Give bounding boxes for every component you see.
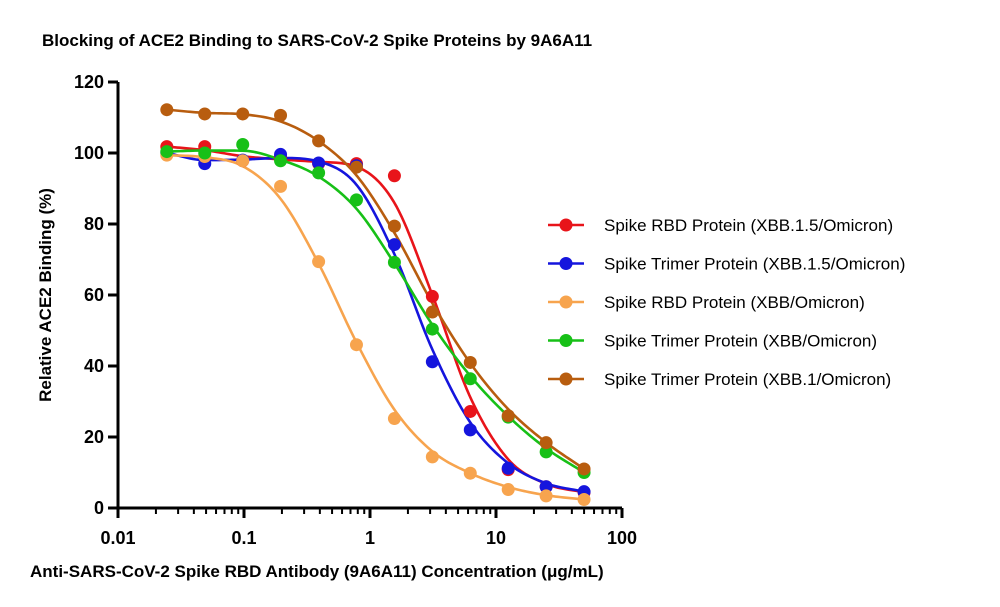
data-point (577, 462, 591, 476)
fit-curve (166, 149, 585, 474)
data-point (463, 423, 477, 437)
legend-swatch-marker (559, 257, 573, 270)
data-points (160, 103, 591, 506)
x-axis-label: Anti-SARS-CoV-2 Spike RBD Antibody (9A6A… (30, 562, 604, 581)
axes: 0 20 40 60 80 100 120 0.01 0.1 1 10 100 (74, 72, 637, 548)
data-point (236, 107, 250, 121)
legend-label: Spike RBD Protein (XBB/Omicron) (604, 293, 865, 312)
data-point (539, 489, 553, 503)
legend-label: Spike Trimer Protein (XBB/Omicron) (604, 332, 877, 351)
data-point (198, 107, 212, 121)
legend-swatch-marker (559, 334, 573, 347)
data-point (274, 154, 288, 168)
legend-swatch-marker (559, 295, 573, 309)
x-tick-label: 1 (365, 528, 375, 548)
legend-swatch-marker (559, 218, 573, 232)
data-point (349, 193, 363, 207)
chart-title: Blocking of ACE2 Binding to SARS-CoV-2 S… (42, 31, 592, 50)
data-point (539, 436, 553, 450)
data-point (387, 238, 401, 252)
fit-curve (166, 108, 585, 471)
data-point (463, 404, 477, 418)
data-point (425, 355, 439, 369)
data-point (501, 483, 515, 497)
y-tick-label: 20 (84, 427, 104, 447)
data-point (577, 492, 591, 506)
data-point (387, 219, 401, 233)
data-point (463, 466, 477, 480)
data-point (349, 338, 363, 352)
x-tick-label: 0.01 (100, 528, 135, 548)
data-point (463, 355, 477, 369)
y-axis-label: Relative ACE2 Binding (%) (36, 188, 55, 402)
fit-curve (166, 153, 585, 501)
y-tick-label: 100 (74, 143, 104, 163)
data-point (312, 134, 326, 148)
x-ticks: 0.01 0.1 1 10 100 (100, 508, 637, 548)
data-point (463, 372, 477, 386)
data-point (312, 156, 326, 170)
data-point (236, 154, 250, 168)
data-point (501, 409, 515, 423)
data-point (387, 412, 401, 426)
x-tick-label: 0.1 (231, 528, 256, 548)
data-point (539, 445, 553, 459)
x-tick-label: 10 (486, 528, 506, 548)
data-point (387, 169, 401, 183)
data-point (349, 160, 363, 174)
data-point (425, 305, 439, 319)
data-point (425, 450, 439, 464)
y-tick-label: 120 (74, 72, 104, 92)
legend: Spike RBD Protein (XBB.1.5/Omicron) Spike… (548, 216, 905, 389)
y-ticks: 0 20 40 60 80 100 120 (74, 72, 118, 518)
legend-label: Spike Trimer Protein (XBB.1/Omicron) (604, 370, 891, 389)
fit-curves (166, 108, 585, 501)
data-point (312, 255, 326, 269)
data-point (274, 108, 288, 122)
data-point (160, 145, 174, 159)
legend-label: Spike Trimer Protein (XBB.1.5/Omicron) (604, 255, 905, 274)
data-point (387, 255, 401, 269)
y-tick-label: 60 (84, 285, 104, 305)
y-tick-label: 40 (84, 356, 104, 376)
fit-curve (166, 145, 585, 494)
data-point (236, 137, 250, 151)
data-point (160, 103, 174, 117)
data-point (539, 480, 553, 494)
data-point (274, 179, 288, 193)
y-tick-label: 0 (94, 498, 104, 518)
x-tick-label: 100 (607, 528, 637, 548)
data-point (501, 461, 515, 475)
data-point (425, 322, 439, 336)
data-point (312, 166, 326, 180)
data-point (198, 146, 212, 160)
y-tick-label: 80 (84, 214, 104, 234)
legend-label: Spike RBD Protein (XBB.1.5/Omicron) (604, 216, 893, 235)
data-point (425, 289, 439, 303)
legend-swatch-marker (559, 372, 573, 386)
